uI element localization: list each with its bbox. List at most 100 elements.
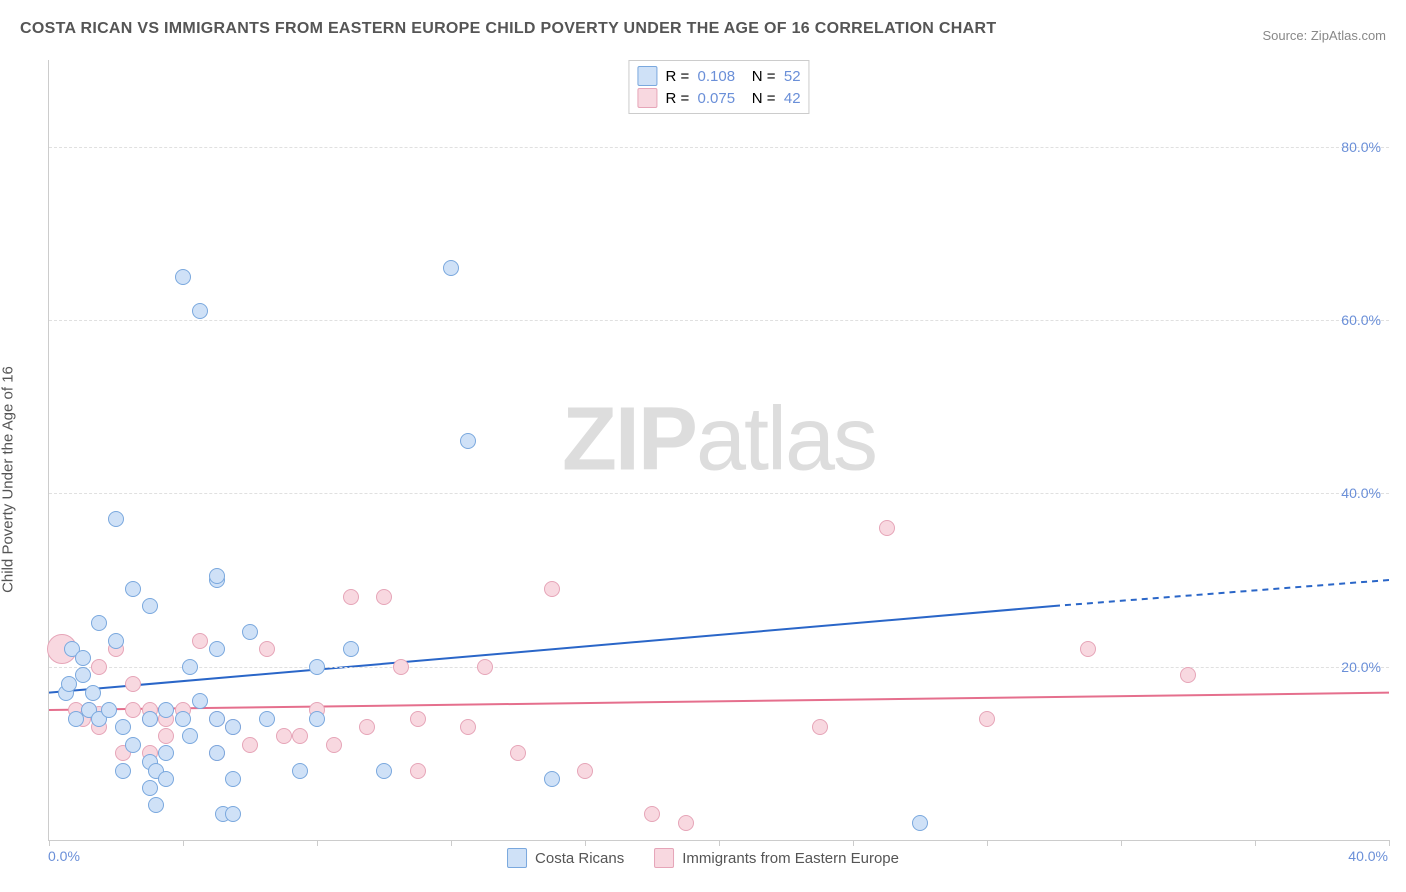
scatter-point (85, 685, 101, 701)
scatter-point (91, 711, 107, 727)
scatter-point (125, 702, 141, 718)
scatter-point (192, 693, 208, 709)
scatter-point (108, 511, 124, 527)
scatter-point (209, 568, 225, 584)
scatter-point (242, 624, 258, 640)
scatter-point (68, 711, 84, 727)
scatter-point (292, 728, 308, 744)
scatter-point (142, 780, 158, 796)
scatter-point (192, 303, 208, 319)
correlation-legend-box: R = 0.108 N = 52 R = 0.075 N = 42 (628, 60, 809, 114)
scatter-point (209, 745, 225, 761)
r-value-b: 0.075 (698, 90, 736, 107)
scatter-point (309, 702, 325, 718)
scatter-point (510, 745, 526, 761)
scatter-point (460, 433, 476, 449)
scatter-point (544, 581, 560, 597)
x-tick (451, 840, 452, 846)
x-tick (719, 840, 720, 846)
legend-label-a: Costa Ricans (535, 850, 624, 867)
scatter-point (158, 745, 174, 761)
scatter-point (309, 711, 325, 727)
scatter-point (142, 711, 158, 727)
x-tick (1121, 840, 1122, 846)
gridline (49, 320, 1389, 321)
x-tick (49, 840, 50, 846)
scatter-point (326, 737, 342, 753)
scatter-point (259, 711, 275, 727)
chart-title: COSTA RICAN VS IMMIGRANTS FROM EASTERN E… (20, 20, 996, 38)
scatter-point (225, 719, 241, 735)
scatter-point (158, 711, 174, 727)
scatter-point (644, 806, 660, 822)
scatter-point (209, 711, 225, 727)
scatter-point (879, 520, 895, 536)
scatter-point (544, 771, 560, 787)
scatter-point (192, 633, 208, 649)
r-label-b: R = (665, 90, 689, 107)
scatter-point (225, 719, 241, 735)
scatter-point (142, 598, 158, 614)
legend-swatch-b (654, 848, 674, 868)
scatter-point (209, 572, 225, 588)
y-tick-label: 80.0% (1341, 139, 1381, 155)
watermark-bold: ZIP (562, 390, 696, 490)
scatter-point (75, 711, 91, 727)
corr-text-b: R = 0.075 N = 42 (665, 90, 800, 107)
gridline (49, 493, 1389, 494)
scatter-point (58, 685, 74, 701)
x-tick (1389, 840, 1390, 846)
n-value-a: 52 (784, 68, 801, 85)
x-tick (853, 840, 854, 846)
x-origin-label: 0.0% (48, 848, 80, 864)
scatter-point (209, 641, 225, 657)
n-value-b: 42 (784, 90, 801, 107)
n-label-b: N = (752, 90, 776, 107)
scatter-point (343, 641, 359, 657)
bottom-legend: Costa Ricans Immigrants from Eastern Eur… (507, 848, 899, 868)
scatter-point (577, 763, 593, 779)
scatter-point (81, 702, 97, 718)
scatter-point (108, 633, 124, 649)
scatter-point (68, 702, 84, 718)
chart-container: Child Poverty Under the Age of 16 ZIPatl… (0, 50, 1406, 892)
scatter-point (142, 702, 158, 718)
legend-item-a: Costa Ricans (507, 848, 624, 868)
legend-item-b: Immigrants from Eastern Europe (654, 848, 899, 868)
r-label-a: R = (665, 68, 689, 85)
r-value-a: 0.108 (698, 68, 736, 85)
y-tick-label: 60.0% (1341, 312, 1381, 328)
scatter-point (142, 754, 158, 770)
scatter-point (125, 737, 141, 753)
scatter-point (979, 711, 995, 727)
scatter-point (812, 719, 828, 735)
scatter-point (175, 711, 191, 727)
corr-text-a: R = 0.108 N = 52 (665, 68, 800, 85)
scatter-point (259, 641, 275, 657)
scatter-point (148, 763, 164, 779)
scatter-point (678, 815, 694, 831)
scatter-point (64, 641, 80, 657)
scatter-point (125, 581, 141, 597)
scatter-point (101, 702, 117, 718)
scatter-point-large (47, 634, 77, 664)
scatter-point (376, 763, 392, 779)
scatter-point (242, 737, 258, 753)
scatter-point (115, 719, 131, 735)
scatter-point (410, 763, 426, 779)
scatter-point (1180, 667, 1196, 683)
scatter-point (115, 763, 131, 779)
n-label-a: N = (752, 68, 776, 85)
scatter-point (158, 728, 174, 744)
scatter-point (209, 745, 225, 761)
swatch-a (637, 66, 657, 86)
corr-row-b: R = 0.075 N = 42 (637, 87, 800, 109)
scatter-point (292, 763, 308, 779)
scatter-point (125, 676, 141, 692)
y-tick-label: 20.0% (1341, 659, 1381, 675)
scatter-point (175, 269, 191, 285)
y-axis-label: Child Poverty Under the Age of 16 (0, 366, 17, 593)
scatter-point (343, 589, 359, 605)
gridline (49, 667, 1389, 668)
scatter-point (443, 260, 459, 276)
